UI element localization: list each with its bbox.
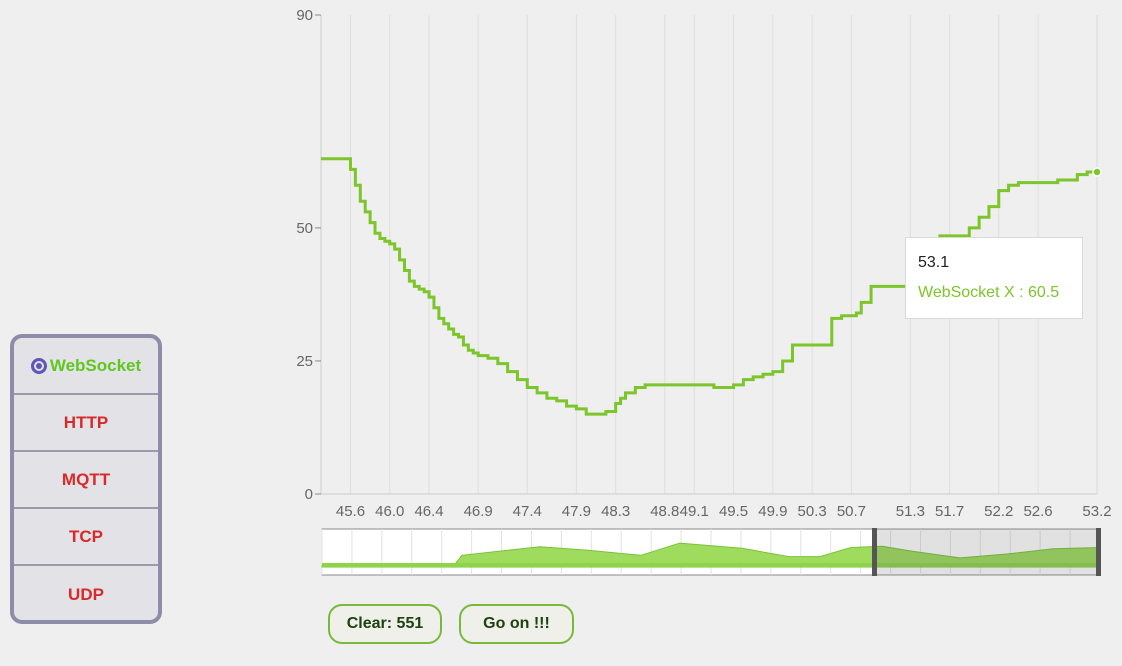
x-tick-label: 46.9 <box>464 503 493 520</box>
protocol-mqtt[interactable]: MQTT <box>14 452 158 509</box>
series-end-point <box>1092 167 1102 177</box>
protocol-udp[interactable]: UDP <box>14 566 158 620</box>
radio-selected-icon <box>30 357 47 374</box>
x-tick-label: 47.4 <box>513 503 542 520</box>
x-tick-label: 52.2 <box>984 503 1013 520</box>
x-tick-label: 51.3 <box>896 503 925 520</box>
protocol-http[interactable]: HTTP <box>14 395 158 452</box>
protocol-label: UDP <box>68 584 104 604</box>
x-tick-label: 50.3 <box>798 503 827 520</box>
x-tick-label: 52.6 <box>1023 503 1052 520</box>
clear-button[interactable]: Clear: 551 <box>328 604 442 644</box>
protocol-selector: WebSocket HTTP MQTT TCP UDP <box>10 334 162 624</box>
chart-tooltip: 53.1 WebSocket X : 60.5 <box>905 237 1083 319</box>
y-tick-label: 50 <box>296 220 313 237</box>
x-tick-label: 50.7 <box>837 503 866 520</box>
go-on-button[interactable]: Go on !!! <box>459 604 574 644</box>
overview-baseline <box>322 563 1100 567</box>
y-tick-label: 0 <box>305 486 313 503</box>
x-tick-label: 46.4 <box>414 503 443 520</box>
protocol-tcp[interactable]: TCP <box>14 509 158 566</box>
y-tick-label: 90 <box>296 7 313 24</box>
protocol-label: TCP <box>69 526 103 546</box>
x-tick-label: 49.1 <box>680 503 709 520</box>
tooltip-title: 53.1 <box>918 254 950 271</box>
overview-area <box>321 542 1101 568</box>
x-tick-label: 47.9 <box>562 503 591 520</box>
x-tick-label: 48.8 <box>650 503 679 520</box>
x-tick-label: 45.6 <box>336 503 365 520</box>
protocol-label: WebSocket <box>49 355 142 375</box>
x-tick-label: 48.3 <box>601 503 630 520</box>
y-tick-label: 25 <box>296 353 313 370</box>
protocol-websocket[interactable]: WebSocket <box>14 338 158 395</box>
overview-selection <box>874 529 1098 575</box>
x-tick-label: 51.7 <box>935 503 964 520</box>
protocol-label: MQTT <box>61 469 111 489</box>
x-tick-label: 49.9 <box>758 503 787 520</box>
x-tick-label: 53.2 <box>1082 503 1111 520</box>
x-tick-label: 46.0 <box>375 503 404 520</box>
overview-right-handle <box>1096 528 1101 576</box>
tooltip-series-value: WebSocket X : 60.5 <box>918 284 1060 301</box>
overview-left-handle <box>872 528 877 576</box>
x-tick-label: 49.5 <box>719 503 748 520</box>
protocol-label: HTTP <box>63 412 109 432</box>
